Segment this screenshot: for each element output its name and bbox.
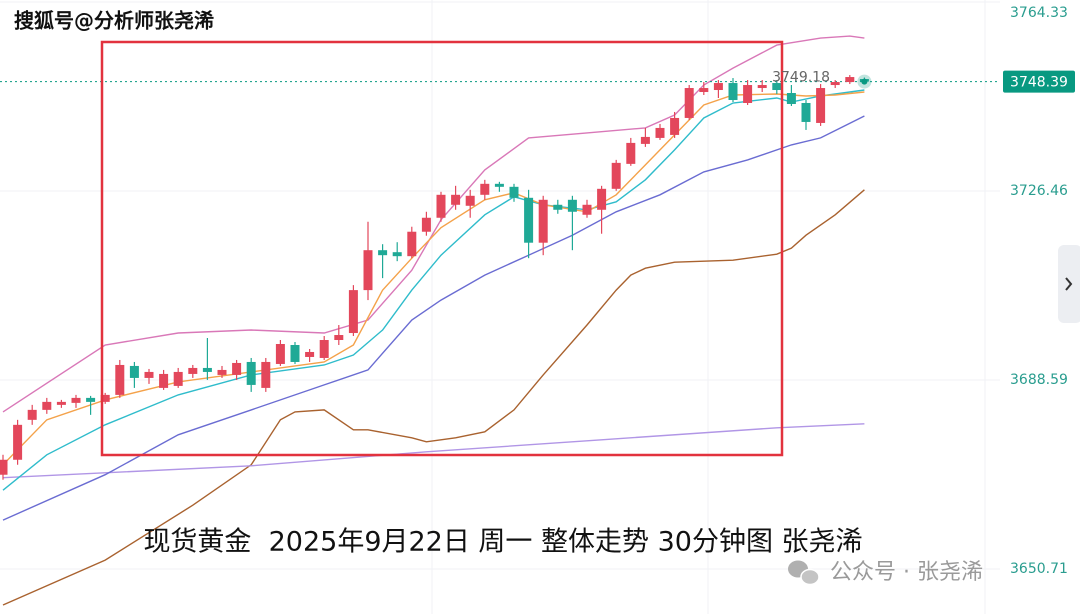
candle-body	[86, 397, 96, 402]
indicator-line	[2, 91, 865, 466]
candle-body	[159, 373, 169, 388]
chart-caption: 现货黄金 2025年9月22日 周一 整体走势 30分钟图 张尧浠	[143, 527, 862, 558]
candle-body	[626, 142, 636, 164]
candle-body	[553, 204, 563, 210]
high-label: 3749.18	[772, 70, 830, 86]
icon-bubble	[800, 568, 820, 586]
indicator-line	[2, 115, 865, 521]
y-tick-label: 3688.59	[1010, 372, 1068, 388]
y-tick-label: 3726.46	[1010, 183, 1068, 199]
candle-body	[816, 88, 826, 123]
candle-body	[757, 85, 767, 89]
candle-body	[261, 361, 271, 388]
y-tick-label: 3764.33	[1010, 5, 1068, 21]
candle-body	[275, 343, 285, 364]
candle-body	[202, 367, 212, 372]
candle-body	[728, 83, 738, 100]
candle-body	[71, 397, 81, 403]
price-axis: 3764.33 3726.46 3688.59 3650.71 3748.39 3749.…	[772, 5, 1075, 577]
candle-body	[436, 194, 446, 218]
candle-body	[451, 194, 461, 205]
candle-body	[494, 183, 504, 187]
candle-body	[363, 250, 373, 291]
candle-body	[392, 252, 402, 257]
footer-watermark: 公众号 · 张尧浠	[830, 560, 983, 585]
candle-body	[115, 364, 125, 395]
price-label: 3748.39	[1010, 75, 1068, 91]
candle-body	[100, 394, 110, 402]
candle-body	[699, 88, 709, 93]
candle-body	[670, 117, 680, 135]
candle-body	[786, 93, 796, 104]
candle-body	[173, 371, 183, 386]
indicator-line	[2, 35, 865, 413]
candle-body	[144, 371, 154, 378]
candle-body	[772, 83, 782, 91]
candle-body	[246, 361, 256, 385]
candle-body	[188, 367, 198, 374]
candle-body	[524, 197, 534, 243]
candle-body	[480, 183, 490, 195]
candles	[0, 74, 872, 480]
candle-body	[421, 217, 431, 232]
candle-body	[465, 195, 475, 206]
candle-body	[684, 88, 694, 118]
candle-body	[611, 162, 621, 189]
candle-body	[597, 188, 607, 210]
candle-body	[407, 231, 417, 257]
side-button-bg[interactable]	[1058, 245, 1080, 323]
candle-body	[743, 85, 753, 103]
candle-body	[217, 369, 227, 375]
candle-body	[42, 401, 52, 410]
candle-body	[334, 335, 344, 341]
candle-body	[305, 351, 315, 357]
indicator-lines	[0, 35, 1000, 606]
candle-body	[538, 199, 548, 243]
candle-body	[845, 77, 855, 83]
y-tick-label: 3650.71	[1010, 561, 1068, 577]
candle-body	[655, 127, 665, 138]
candle-body	[232, 362, 242, 375]
candle-body	[129, 365, 139, 378]
candle-body	[713, 83, 723, 91]
indicator-line	[2, 423, 865, 479]
last-price-dot	[861, 78, 868, 85]
candle-body	[567, 199, 577, 212]
indicator-line	[2, 189, 865, 606]
highlight-box	[100, 40, 784, 457]
wechat-icon	[788, 560, 820, 586]
side-button[interactable]	[1058, 245, 1080, 323]
candle-body	[801, 102, 811, 122]
candle-body	[56, 401, 66, 405]
candle-body	[27, 409, 37, 420]
candle-body	[0, 459, 8, 475]
candle-body	[830, 82, 840, 86]
watermark: 搜狐号@分析师张尧浠	[14, 9, 214, 33]
chevron-icon[interactable]	[1065, 277, 1073, 291]
price-label-box	[1003, 70, 1075, 93]
candle-body	[640, 136, 650, 144]
candle-body	[509, 186, 519, 198]
candle-body	[582, 204, 592, 215]
candle-body	[13, 424, 23, 460]
candle-body	[378, 250, 388, 256]
candle-body	[290, 344, 300, 362]
candle-body	[319, 340, 329, 358]
candle-body	[348, 290, 358, 334]
